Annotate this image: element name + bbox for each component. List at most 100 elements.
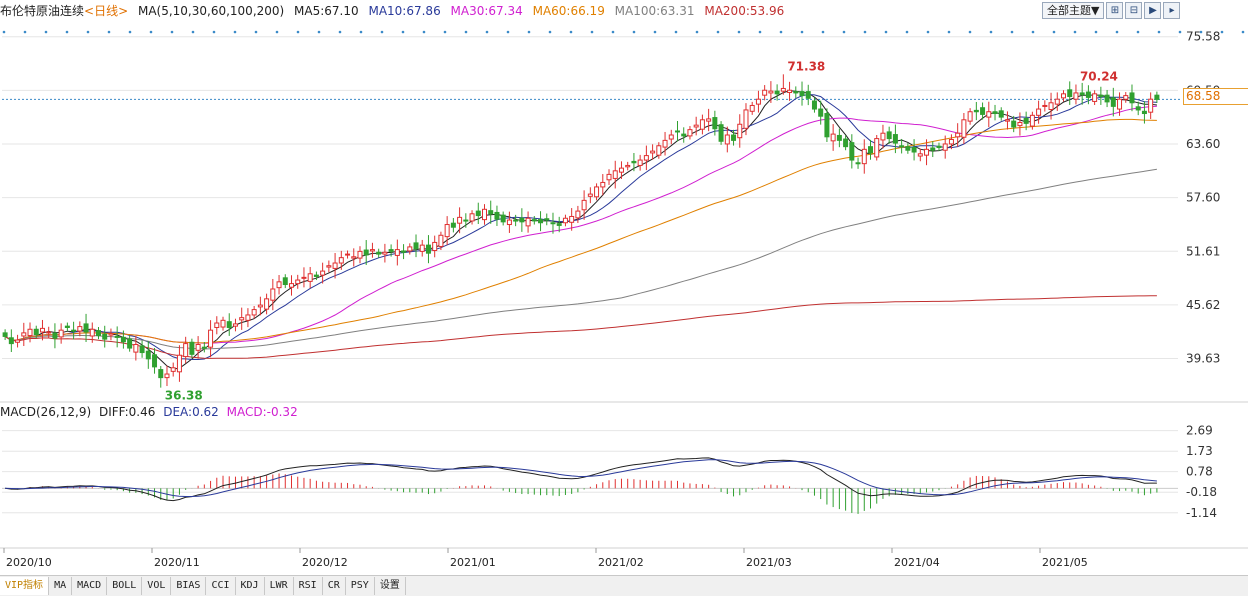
candle-body: [382, 251, 388, 255]
marker-dot: [296, 30, 300, 34]
zoom-in-icon[interactable]: ⊞: [1106, 2, 1124, 19]
x-tick-label: 2021/04: [894, 556, 940, 569]
end-icon[interactable]: ▸: [1163, 2, 1181, 19]
candle-body: [637, 159, 643, 166]
candle-body: [413, 242, 419, 250]
marker-dot: [821, 30, 825, 34]
zoom-out-icon[interactable]: ⊟: [1125, 2, 1143, 19]
marker-dot: [1199, 30, 1203, 34]
marker-dot: [2, 30, 6, 34]
candle-body: [313, 274, 319, 277]
candle-body: [226, 321, 232, 328]
candle-body: [357, 250, 363, 259]
candle-body: [911, 147, 917, 153]
marker-dot: [422, 30, 426, 34]
marker-dot: [485, 30, 489, 34]
indicator-tab[interactable]: BOLL: [107, 577, 143, 595]
candle-body: [46, 331, 52, 334]
marker-dot: [548, 30, 552, 34]
candle-body: [1011, 120, 1017, 128]
candle-body: [27, 328, 33, 337]
candle-body: [444, 224, 450, 238]
theme-dropdown[interactable]: 全部主题▼: [1042, 2, 1105, 19]
candle-body: [320, 270, 326, 276]
candle-body: [432, 241, 438, 251]
candle-body: [699, 119, 705, 130]
candle-body: [1085, 91, 1091, 98]
ma100-value: MA100:63.31: [614, 4, 695, 18]
candle-body: [1054, 98, 1060, 105]
next-icon[interactable]: ▶: [1144, 2, 1162, 19]
candle-body: [612, 170, 618, 179]
candle-body: [774, 90, 780, 95]
candle-body: [1017, 121, 1023, 127]
indicator-tab[interactable]: RSI: [294, 577, 323, 595]
x-tick-label: 2020/12: [302, 556, 348, 569]
ma30-value: MA30:67.34: [450, 4, 523, 18]
candle-body: [743, 109, 749, 129]
indicator-tab[interactable]: VOL: [142, 577, 172, 595]
candle-body: [799, 91, 805, 97]
candle-body: [475, 210, 481, 217]
candle-body: [519, 217, 525, 223]
price-tick-label: 39.63: [1186, 352, 1220, 366]
ma200-value: MA200:53.96: [704, 4, 785, 18]
candle-body: [407, 246, 413, 252]
marker-dot: [737, 30, 741, 34]
indicator-tab[interactable]: KDJ: [236, 577, 265, 595]
extreme-label: 70.24: [1080, 70, 1118, 84]
marker-dot: [863, 30, 867, 34]
candle-body: [1098, 94, 1104, 98]
candle-body: [1029, 114, 1035, 127]
marker-dot: [65, 30, 69, 34]
candle-body: [58, 329, 64, 338]
marker-dot: [191, 30, 195, 34]
candle-body: [749, 104, 755, 112]
candlestick-series: [2, 74, 1160, 388]
indicator-tab[interactable]: CR: [323, 577, 346, 595]
candle-body: [531, 219, 537, 222]
indicator-tab[interactable]: VIP指标: [0, 577, 50, 595]
candle-body: [195, 343, 201, 351]
indicator-tab[interactable]: BIAS: [171, 577, 207, 595]
candle-body: [1079, 92, 1085, 96]
candle-body: [1148, 98, 1154, 113]
candle-body: [33, 328, 39, 336]
ma5-line: [4, 90, 1157, 370]
marker-dot: [653, 30, 657, 34]
candle-body: [643, 155, 649, 161]
ma5-value: MA5:67.10: [294, 4, 359, 18]
candle-body: [457, 216, 463, 224]
indicator-tab[interactable]: MACD: [72, 577, 108, 595]
macd-tick-label: 2.69: [1186, 424, 1213, 438]
candle-body: [326, 265, 332, 268]
marker-dot: [905, 30, 909, 34]
macd-dea: DEA:0.62: [163, 405, 219, 419]
candle-body: [631, 160, 637, 164]
candle-body: [96, 330, 101, 337]
candle-body: [1042, 104, 1048, 107]
candle-body: [270, 288, 276, 301]
indicator-tab[interactable]: MA: [49, 577, 73, 595]
candle-body: [811, 100, 817, 110]
candle-body: [77, 326, 83, 332]
candle-body: [780, 87, 786, 92]
candle-body: [967, 111, 973, 122]
candle-body: [401, 250, 407, 253]
indicator-tab[interactable]: 设置: [375, 577, 406, 595]
x-tick-label: 2021/01: [450, 556, 496, 569]
indicator-tab[interactable]: LWR: [265, 577, 294, 595]
candle-body: [1135, 106, 1141, 111]
candle-body: [108, 333, 114, 336]
indicator-tab[interactable]: CCI: [206, 577, 236, 595]
candle-body: [127, 338, 133, 349]
candle-body: [145, 350, 151, 360]
x-tick-label: 2020/11: [154, 556, 200, 569]
candle-body: [600, 181, 606, 188]
candle-body: [581, 199, 587, 211]
instrument-title: 布伦特原油连续: [0, 4, 85, 18]
period-selector[interactable]: <日线>: [84, 4, 129, 18]
indicator-tab[interactable]: PSY: [346, 577, 375, 595]
chart-header: 布伦特原油连续<日线> MA(5,10,30,60,100,200) MA5:6…: [0, 2, 790, 20]
